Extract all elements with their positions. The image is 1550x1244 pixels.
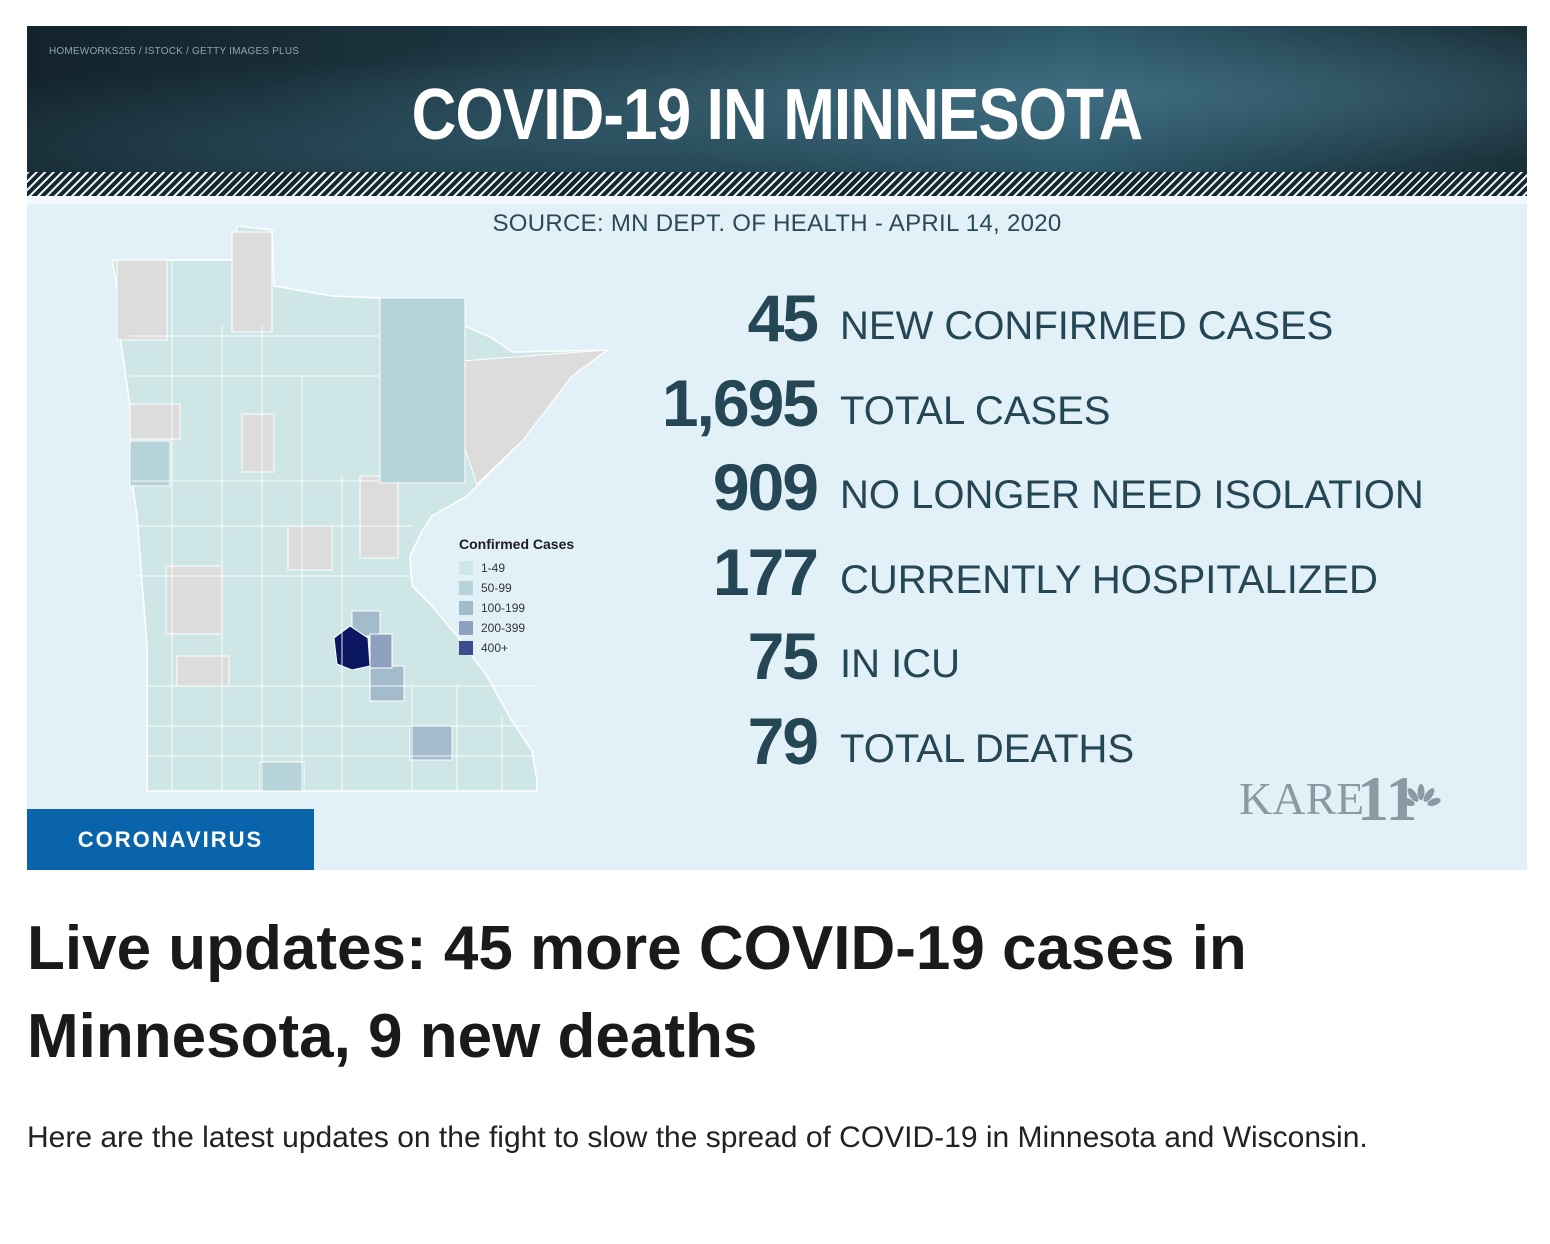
- legend-item: 100-199: [459, 598, 574, 618]
- stat-value: 177: [712, 534, 819, 609]
- kare11-logo-mark: KARE 11: [1239, 763, 1441, 834]
- county-hubbard: [241, 413, 275, 473]
- county-aitkin: [359, 475, 399, 559]
- legend-label: 100-199: [481, 601, 526, 615]
- county-kittson: [116, 259, 168, 341]
- county-olmsted: [409, 725, 453, 761]
- legend-item: 1-49: [459, 558, 574, 578]
- hero-image: HOMEWORKS255 / ISTOCK / GETTY IMAGES PLU…: [27, 26, 1527, 870]
- county-grid: [130, 260, 537, 791]
- stat-label: NEW CONFIRMED CASES: [840, 304, 1334, 348]
- category-tag-coronavirus[interactable]: CORONAVIRUS: [27, 809, 314, 870]
- panel-divider: [27, 196, 1527, 204]
- peacock-icon: [1401, 784, 1441, 807]
- banner-stripes: [27, 172, 1527, 196]
- kare11-logo: KARE 11: [1239, 763, 1449, 834]
- stat-value: 45: [747, 281, 819, 355]
- logo-number: 11: [1357, 766, 1417, 826]
- stat-value: 1,695: [661, 365, 819, 440]
- legend-label: 50-99: [481, 581, 512, 595]
- stat-value: 75: [747, 619, 819, 694]
- legend-swatch: [459, 641, 473, 655]
- legend-label: 1-49: [481, 561, 506, 575]
- legend-title: Confirmed Cases: [459, 536, 575, 552]
- legend-item: 400+: [459, 638, 574, 658]
- legend-item: 200-399: [459, 618, 574, 638]
- banner: HOMEWORKS255 / ISTOCK / GETTY IMAGES PLU…: [27, 26, 1527, 196]
- legend-swatch: [459, 601, 473, 615]
- county-nobles: [259, 761, 305, 792]
- legend-label: 400+: [481, 641, 509, 655]
- article-summary: Here are the latest updates on the fight…: [27, 1121, 1368, 1154]
- county-st-louis: [379, 297, 466, 484]
- county-todd: [287, 525, 333, 571]
- article-headline[interactable]: Live updates: 45 more COVID-19 cases in …: [27, 914, 1247, 1071]
- stat-label: NO LONGER NEED ISOLATION: [840, 473, 1424, 518]
- stat-label: CURRENTLY HOSPITALIZED: [840, 557, 1378, 602]
- legend-item: 50-99: [459, 578, 574, 598]
- stat-label: TOTAL CASES: [840, 388, 1111, 433]
- stat-value: 909: [712, 450, 819, 525]
- county-clay: [129, 440, 171, 487]
- map-legend: Confirmed Cases 1-49 50-99 100-199 200-3…: [459, 536, 574, 658]
- county-lac-qui-parle: [176, 655, 230, 687]
- legend-swatch: [459, 561, 473, 575]
- stat-label: TOTAL DEATHS: [840, 726, 1135, 771]
- minnesota-map: [112, 226, 610, 792]
- county-ramsey: [369, 633, 393, 669]
- legend-swatch: [459, 621, 473, 635]
- source-line: SOURCE: MN DEPT. OF HEALTH - APRIL 14, 2…: [492, 210, 1062, 237]
- stat-value: 79: [747, 703, 819, 778]
- legend-swatch: [459, 581, 473, 595]
- legend-label: 200-399: [481, 621, 526, 635]
- county-dakota: [369, 665, 405, 702]
- stat-label: IN ICU: [840, 642, 960, 687]
- county-hennepin: [333, 625, 371, 671]
- county-lake-of-woods: [231, 231, 273, 333]
- banner-title: COVID-19 IN MINNESOTA: [411, 75, 1144, 155]
- logo-text: KARE: [1239, 773, 1364, 824]
- photo-credit: HOMEWORKS255 / ISTOCK / GETTY IMAGES PLU…: [49, 46, 300, 57]
